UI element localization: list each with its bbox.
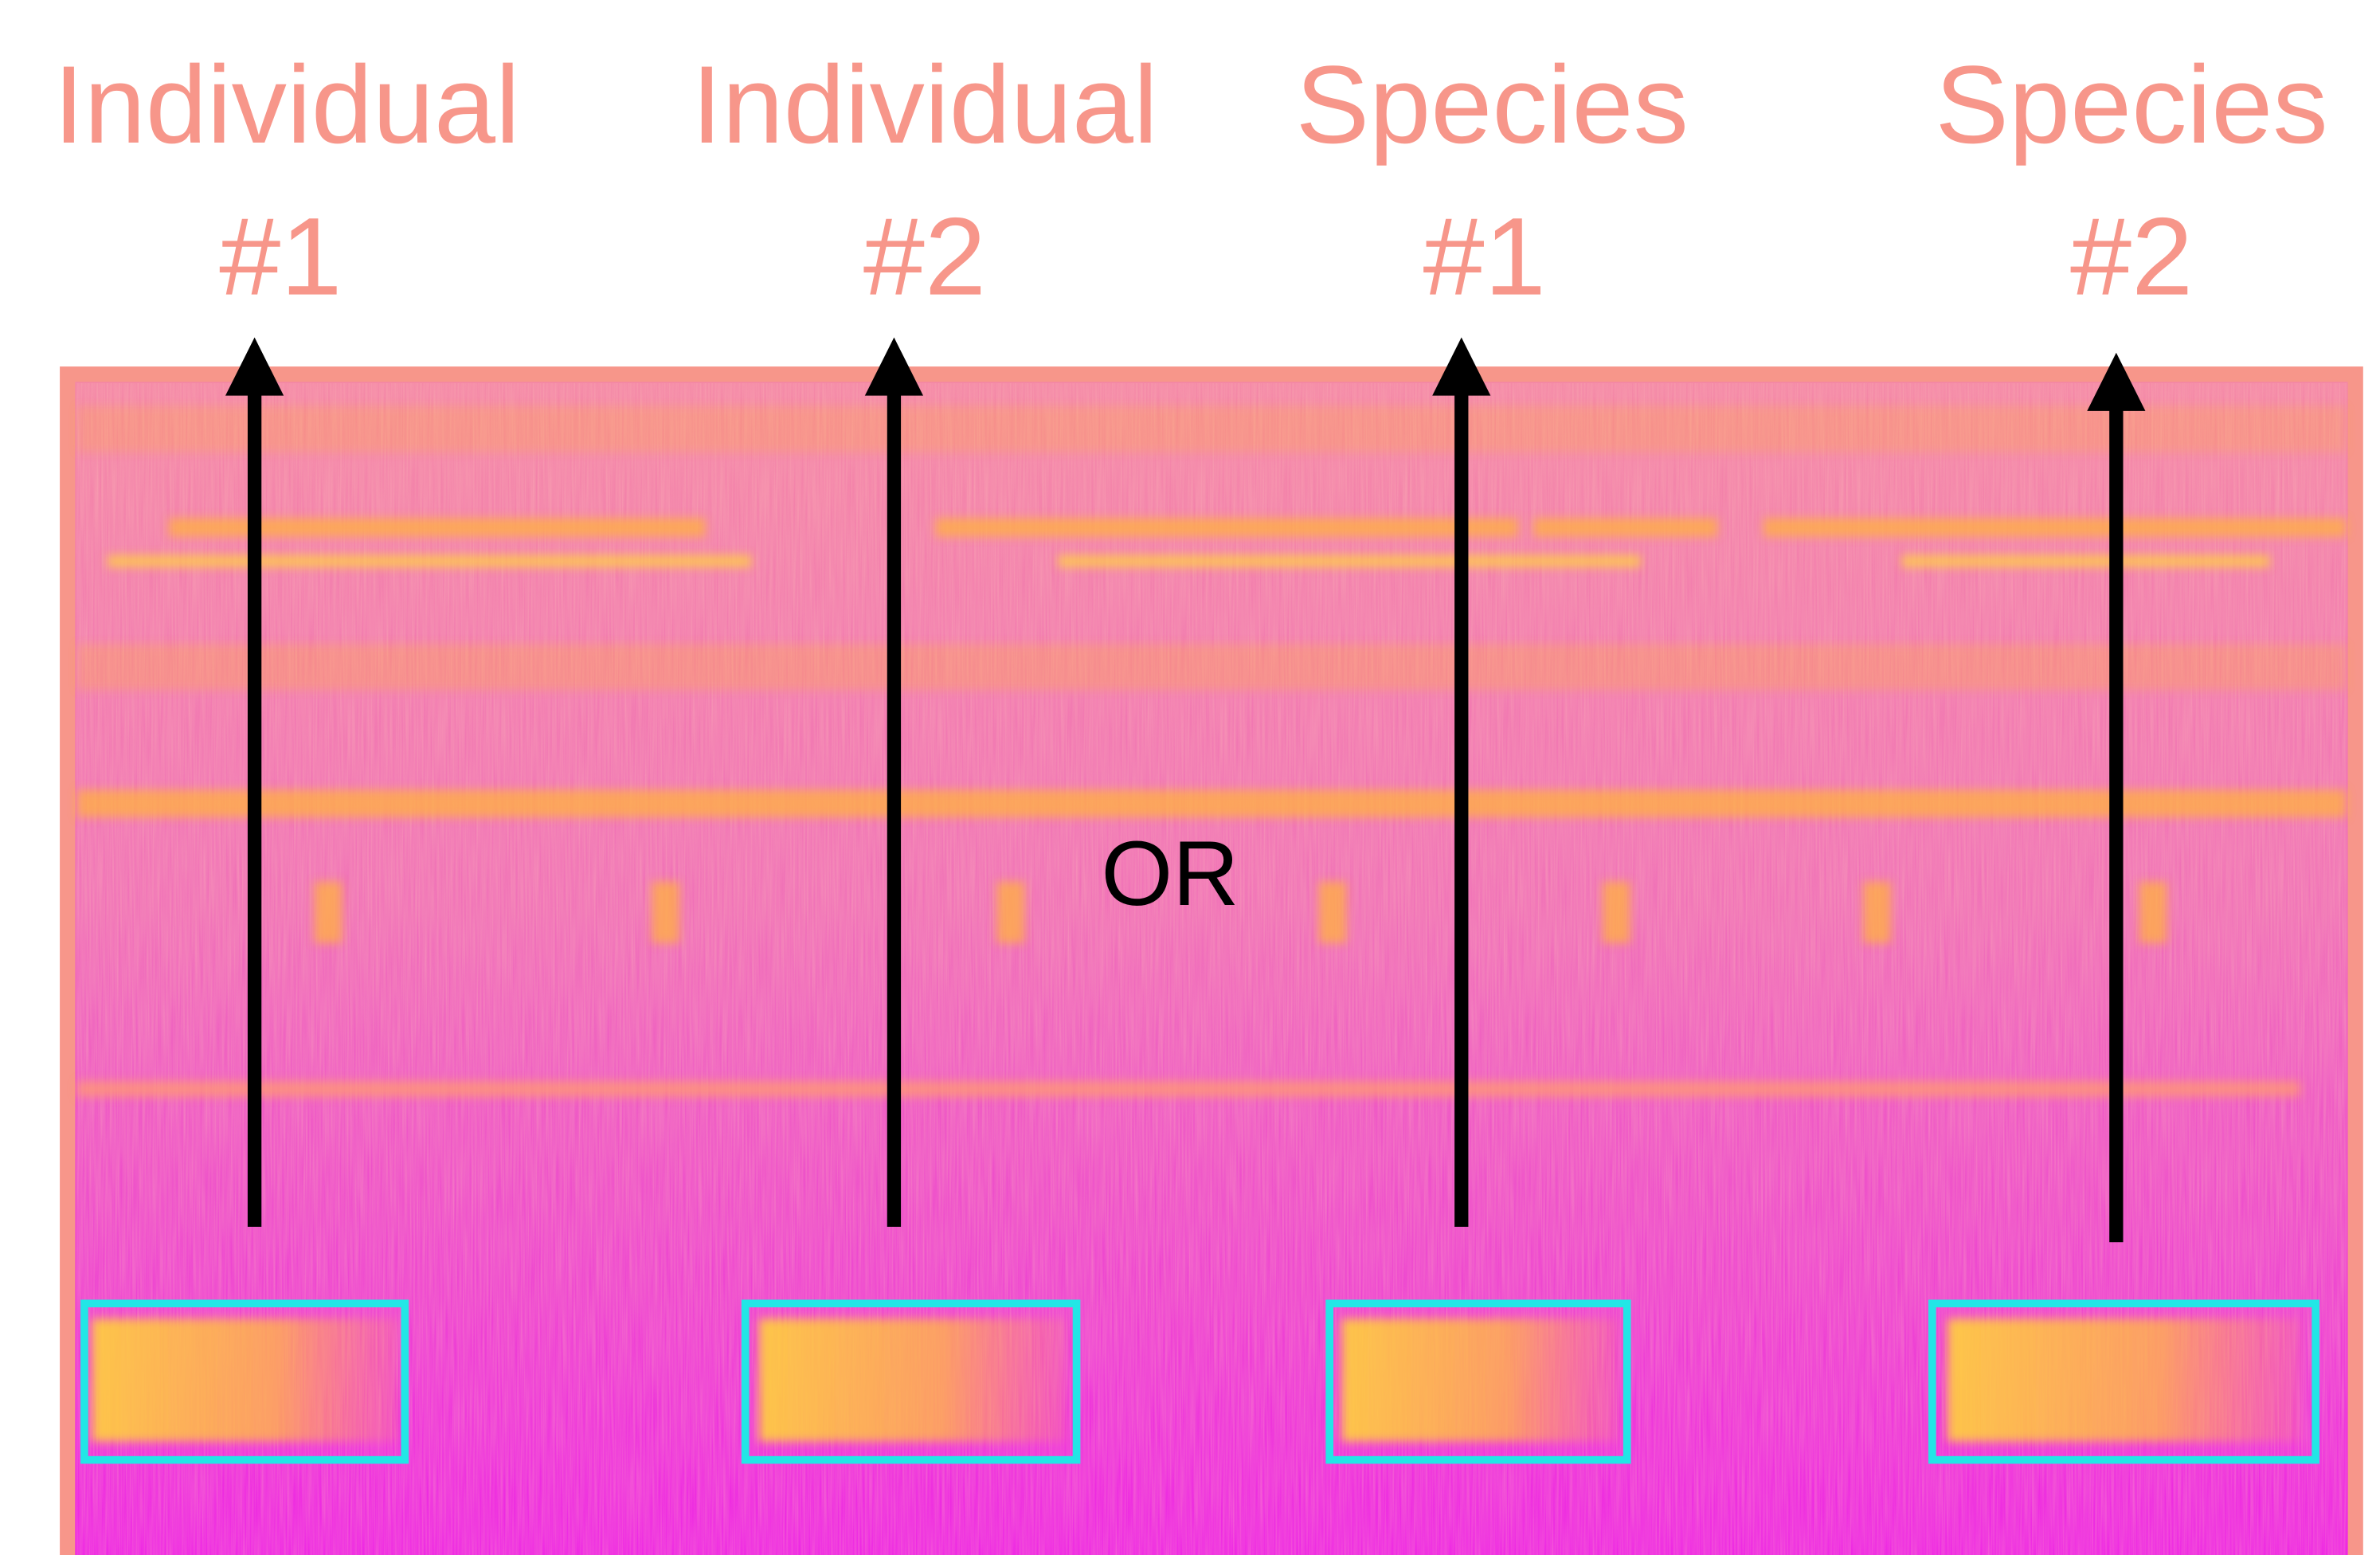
label-number: #2 xyxy=(863,196,986,319)
call-boxes xyxy=(80,1299,2319,1464)
label-number: #1 xyxy=(219,196,342,319)
label-number: #2 xyxy=(2070,196,2193,319)
label-name: Species xyxy=(1936,44,2328,166)
arrow-heads xyxy=(225,337,2146,411)
label-name: Individual xyxy=(691,44,1158,166)
or-text: OR xyxy=(1101,822,1239,925)
arrows xyxy=(247,390,2124,1243)
label-number: #1 xyxy=(1423,196,1546,319)
spectrogram xyxy=(60,366,2363,1555)
label-name: Individual xyxy=(53,44,520,166)
label-name: Species xyxy=(1296,44,1689,166)
